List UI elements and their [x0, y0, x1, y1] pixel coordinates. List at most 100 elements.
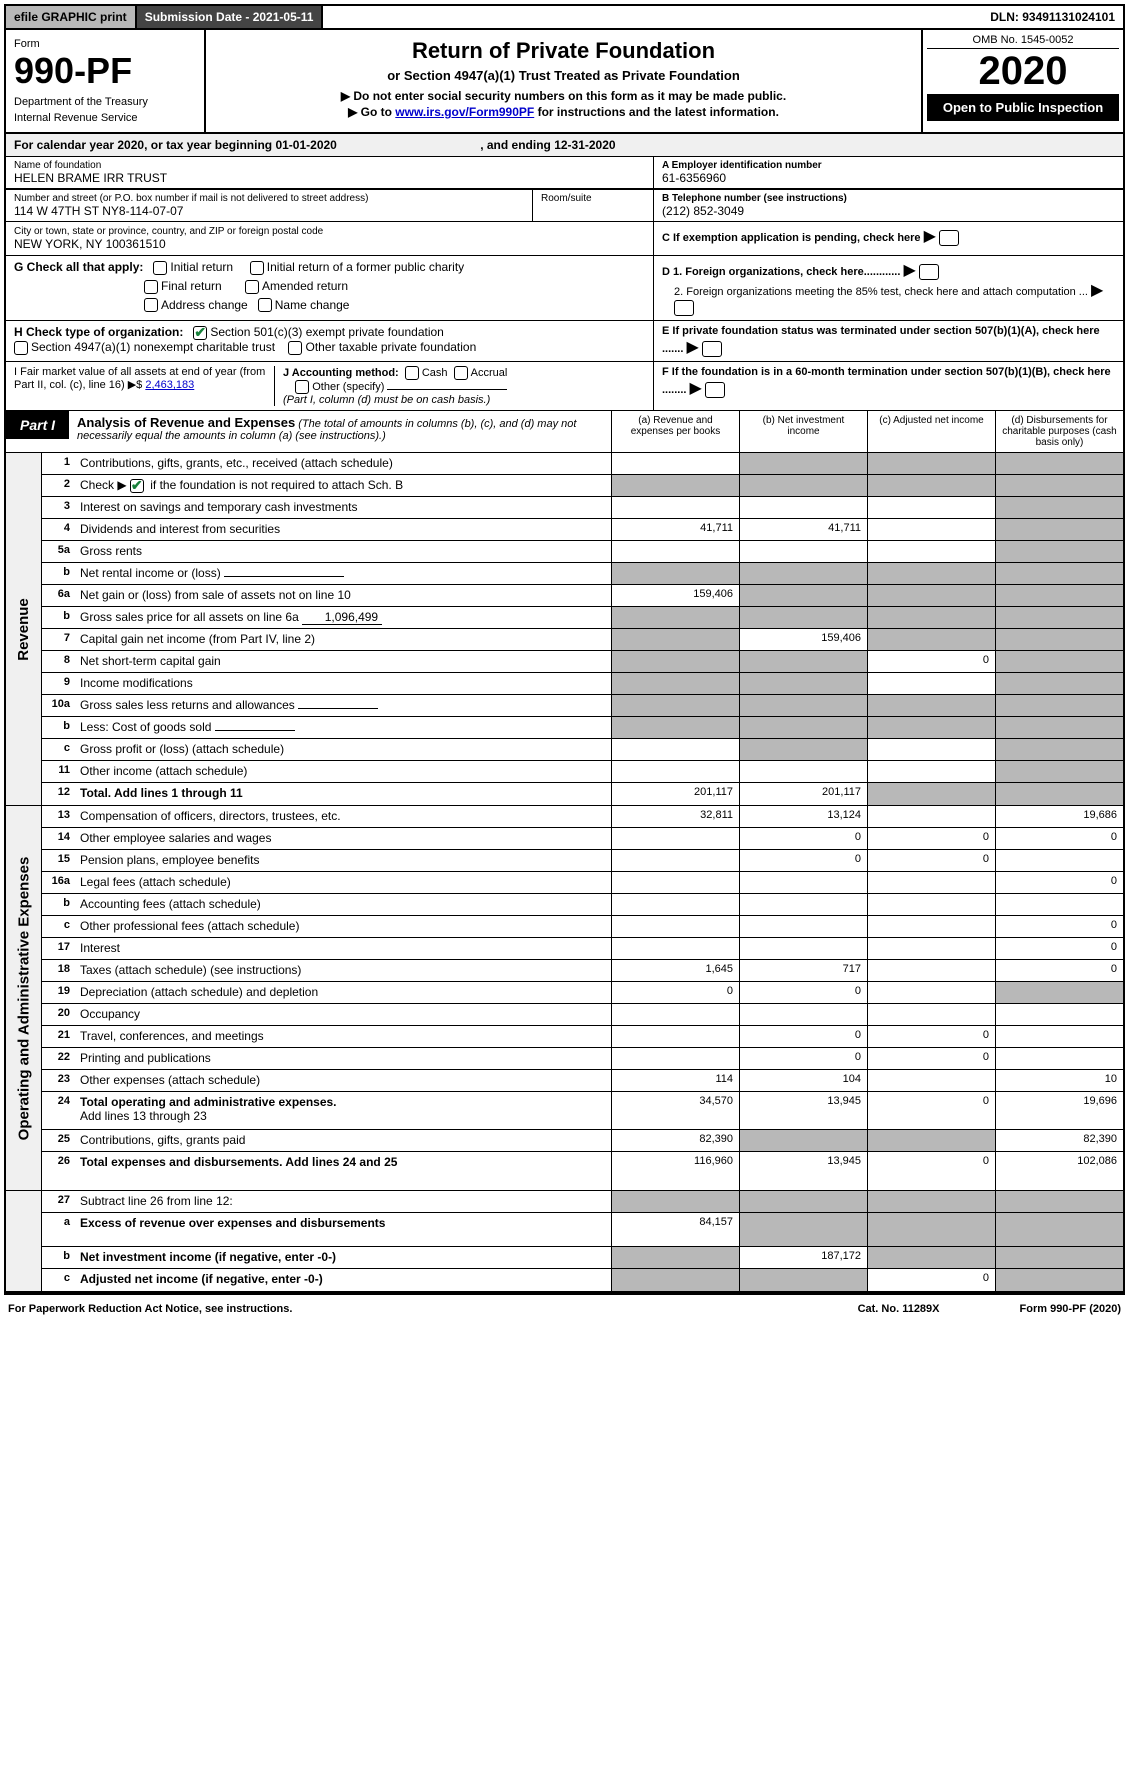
form-label: Form	[14, 38, 196, 50]
row-27: 27Subtract line 26 from line 12:	[42, 1191, 1123, 1213]
row-3: 3Interest on savings and temporary cash …	[42, 497, 1123, 519]
row-25: 25Contributions, gifts, grants paid82,39…	[42, 1130, 1123, 1152]
form-title: Return of Private Foundation	[214, 38, 913, 64]
row-22: 22Printing and publications00	[42, 1048, 1123, 1070]
g-initial-checkbox[interactable]	[153, 261, 167, 275]
h-row: H Check type of organization: Section 50…	[6, 321, 1123, 362]
part1-desc: Analysis of Revenue and Expenses (The to…	[69, 411, 611, 446]
row-11: 11Other income (attach schedule)	[42, 761, 1123, 783]
efile-label: efile GRAPHIC print	[6, 6, 135, 28]
revenue-label: Revenue	[6, 453, 42, 805]
row-10a: 10aGross sales less returns and allowanc…	[42, 695, 1123, 717]
col-b-header: (b) Net investment income	[739, 411, 867, 452]
c-checkbox[interactable]	[939, 230, 959, 246]
row-4: 4Dividends and interest from securities4…	[42, 519, 1123, 541]
city-cell: City or town, state or province, country…	[6, 222, 653, 255]
row-20: 20Occupancy	[42, 1004, 1123, 1026]
g-final-checkbox[interactable]	[144, 280, 158, 294]
row-9: 9Income modifications	[42, 673, 1123, 695]
g-address-checkbox[interactable]	[144, 298, 158, 312]
row-18: 18Taxes (attach schedule) (see instructi…	[42, 960, 1123, 982]
note-link: ▶ Go to www.irs.gov/Form990PF for instru…	[214, 105, 913, 119]
part1-tag: Part I	[6, 411, 69, 439]
row-15: 15Pension plans, employee benefits00	[42, 850, 1123, 872]
row-7: 7Capital gain net income (from Part IV, …	[42, 629, 1123, 651]
calendar-year-row: For calendar year 2020, or tax year begi…	[6, 134, 1123, 157]
row-23: 23Other expenses (attach schedule)114104…	[42, 1070, 1123, 1092]
row-16b: bAccounting fees (attach schedule)	[42, 894, 1123, 916]
omb-number: OMB No. 1545-0052	[927, 34, 1119, 49]
row-26: 26Total expenses and disbursements. Add …	[42, 1152, 1123, 1190]
header: Form 990-PF Department of the Treasury I…	[6, 30, 1123, 134]
g-amended-checkbox[interactable]	[245, 280, 259, 294]
expenses-section: Operating and Administrative Expenses 13…	[6, 806, 1123, 1191]
open-inspection: Open to Public Inspection	[927, 94, 1119, 121]
info-block-1: Name of foundation HELEN BRAME IRR TRUST…	[6, 157, 1123, 190]
h-other-checkbox[interactable]	[288, 341, 302, 355]
top-bar: efile GRAPHIC print Submission Date - 20…	[6, 6, 1123, 30]
footer-left: For Paperwork Reduction Act Notice, see …	[8, 1303, 292, 1315]
row-6b: bGross sales price for all assets on lin…	[42, 607, 1123, 629]
row-5a: 5aGross rents	[42, 541, 1123, 563]
col-a-header: (a) Revenue and expenses per books	[611, 411, 739, 452]
info-block-2: Number and street (or P.O. box number if…	[6, 190, 1123, 222]
dept-line2: Internal Revenue Service	[14, 112, 196, 124]
row-10b: bLess: Cost of goods sold	[42, 717, 1123, 739]
row-27c: cAdjusted net income (if negative, enter…	[42, 1269, 1123, 1291]
form-subtitle: or Section 4947(a)(1) Trust Treated as P…	[214, 68, 913, 83]
h-501c3-checkbox[interactable]	[193, 326, 207, 340]
col-headers: (a) Revenue and expenses per books (b) N…	[611, 411, 1123, 452]
header-center: Return of Private Foundation or Section …	[206, 30, 923, 132]
d1-checkbox[interactable]	[919, 264, 939, 280]
j-cash-checkbox[interactable]	[405, 366, 419, 380]
irs-link[interactable]: www.irs.gov/Form990PF	[395, 105, 534, 119]
room-cell: Room/suite	[533, 190, 653, 221]
g-initial-former-checkbox[interactable]	[250, 261, 264, 275]
arrow-icon: ▶	[924, 228, 936, 245]
note-ssn: ▶ Do not enter social security numbers o…	[214, 89, 913, 103]
row-2: 2Check ▶ if the foundation is not requir…	[42, 475, 1123, 497]
i-j-row: I Fair market value of all assets at end…	[6, 362, 1123, 411]
schb-checkbox[interactable]	[130, 479, 144, 493]
row-21: 21Travel, conferences, and meetings00	[42, 1026, 1123, 1048]
row-27b: bNet investment income (if negative, ent…	[42, 1247, 1123, 1269]
f-checkbox[interactable]	[705, 382, 725, 398]
e-checkbox[interactable]	[702, 341, 722, 357]
form-container: efile GRAPHIC print Submission Date - 20…	[4, 4, 1125, 1295]
row-27a: aExcess of revenue over expenses and dis…	[42, 1213, 1123, 1247]
row-14: 14Other employee salaries and wages000	[42, 828, 1123, 850]
tax-year: 2020	[927, 49, 1119, 94]
foundation-name-cell: Name of foundation HELEN BRAME IRR TRUST	[6, 157, 653, 189]
c-pending-cell: C If exemption application is pending, c…	[653, 222, 1123, 255]
info-block-3: City or town, state or province, country…	[6, 222, 1123, 256]
row-10c: cGross profit or (loss) (attach schedule…	[42, 739, 1123, 761]
j-accrual-checkbox[interactable]	[454, 366, 468, 380]
d2-checkbox[interactable]	[674, 300, 694, 316]
footer-right: Form 990-PF (2020)	[1020, 1303, 1121, 1315]
header-right: OMB No. 1545-0052 2020 Open to Public In…	[923, 30, 1123, 132]
col-c-header: (c) Adjusted net income	[867, 411, 995, 452]
g-row: G Check all that apply: Initial return I…	[6, 256, 1123, 321]
dept-line1: Department of the Treasury	[14, 96, 196, 108]
row27-section: 27Subtract line 26 from line 12: aExcess…	[6, 1191, 1123, 1293]
fmv-link[interactable]: 2,463,183	[145, 379, 194, 391]
row-12: 12Total. Add lines 1 through 11201,11720…	[42, 783, 1123, 805]
revenue-section: Revenue 1Contributions, gifts, grants, e…	[6, 453, 1123, 806]
j-other-checkbox[interactable]	[295, 380, 309, 394]
row-5b: bNet rental income or (loss)	[42, 563, 1123, 585]
j-cell: J Accounting method: Cash Accrual Other …	[274, 366, 645, 406]
ein-cell: A Employer identification number 61-6356…	[654, 157, 1123, 189]
row-6a: 6aNet gain or (loss) from sale of assets…	[42, 585, 1123, 607]
g-name-checkbox[interactable]	[258, 298, 272, 312]
dln-label: DLN: 93491131024101	[982, 6, 1123, 28]
footer-cat: Cat. No. 11289X	[858, 1303, 940, 1315]
row-19: 19Depreciation (attach schedule) and dep…	[42, 982, 1123, 1004]
i-cell: I Fair market value of all assets at end…	[14, 366, 274, 406]
expenses-label: Operating and Administrative Expenses	[6, 806, 42, 1190]
h-4947-checkbox[interactable]	[14, 341, 28, 355]
phone-cell: B Telephone number (see instructions) (2…	[654, 190, 1123, 221]
header-left: Form 990-PF Department of the Treasury I…	[6, 30, 206, 132]
address-cell: Number and street (or P.O. box number if…	[6, 190, 533, 221]
part1-bar: Part I Analysis of Revenue and Expenses …	[6, 411, 1123, 453]
form-number: 990-PF	[14, 50, 196, 92]
